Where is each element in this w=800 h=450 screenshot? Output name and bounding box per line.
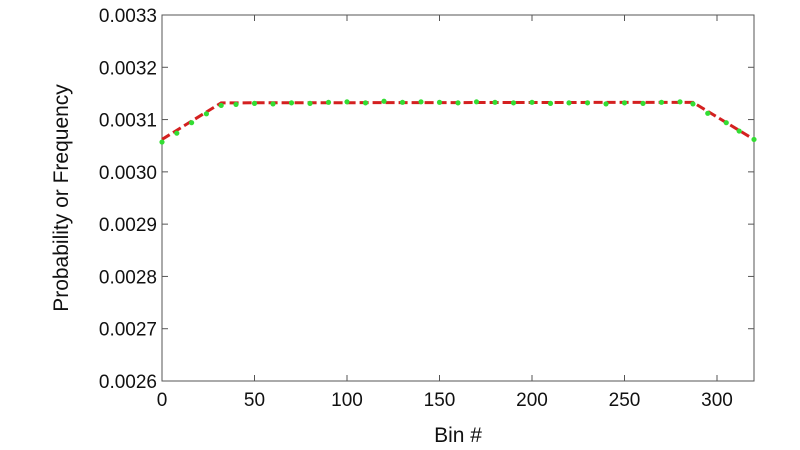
y-tick-label: 0.0028: [99, 267, 157, 288]
data-point: [174, 130, 180, 136]
data-point: [640, 100, 646, 106]
data-point: [218, 102, 224, 109]
data-point: [492, 99, 498, 105]
data-point: [473, 99, 480, 105]
x-tick-label: 250: [609, 390, 641, 411]
data-point: [203, 111, 209, 117]
y-tick-label: 0.0030: [99, 163, 157, 184]
data-point: [621, 100, 628, 106]
data-point: [677, 99, 683, 105]
plot-frame: [161, 14, 755, 382]
data-point: [251, 100, 258, 106]
y-tick-label: 0.0033: [99, 6, 157, 27]
data-point: [344, 99, 350, 105]
x-axis-title: Bin #: [434, 424, 482, 447]
y-tick-label: 0.0026: [99, 372, 157, 393]
data-point: [529, 99, 535, 105]
data-point: [705, 110, 711, 116]
data-point: [418, 99, 424, 105]
y-tick-label: 0.0029: [99, 215, 157, 236]
y-tick-label: 0.0031: [99, 111, 157, 132]
data-point: [189, 120, 195, 126]
data-point: [399, 99, 406, 105]
data-point: [436, 99, 443, 105]
data-point: [723, 120, 729, 126]
data-point: [362, 100, 369, 106]
data-point: [288, 100, 295, 106]
data-point: [307, 100, 313, 106]
data-point: [566, 100, 572, 106]
x-tick-label: 100: [331, 390, 363, 411]
y-tick-label: 0.0027: [99, 320, 157, 341]
x-tick-label: 50: [244, 390, 265, 411]
data-point: [325, 99, 332, 105]
x-tick-label: 0: [157, 390, 168, 411]
x-tick-label: 150: [424, 390, 456, 411]
data-point: [233, 101, 239, 108]
y-tick-label: 0.0032: [99, 58, 157, 79]
x-axis-ticks: 0 50 100 150 200 250 300: [157, 15, 733, 411]
series-layer: [159, 98, 757, 145]
data-point: [547, 100, 554, 106]
data-point: [603, 101, 609, 107]
data-point: [381, 98, 387, 104]
data-point: [270, 101, 276, 107]
y-axis-title: Probability or Frequency: [50, 84, 73, 312]
data-point: [751, 136, 757, 143]
y-axis-ticks: 0.0026 0.0027 0.0028 0.0029 0.0030 0.0031 0.00…: [99, 6, 754, 393]
x-tick-label: 200: [516, 390, 548, 411]
data-point: [690, 101, 696, 107]
data-point: [584, 100, 591, 106]
x-tick-label: 300: [701, 390, 733, 411]
data-point: [658, 99, 665, 105]
data-point: [736, 128, 742, 134]
data-point: [510, 100, 517, 106]
data-point: [455, 100, 461, 106]
data-point: [159, 139, 165, 145]
